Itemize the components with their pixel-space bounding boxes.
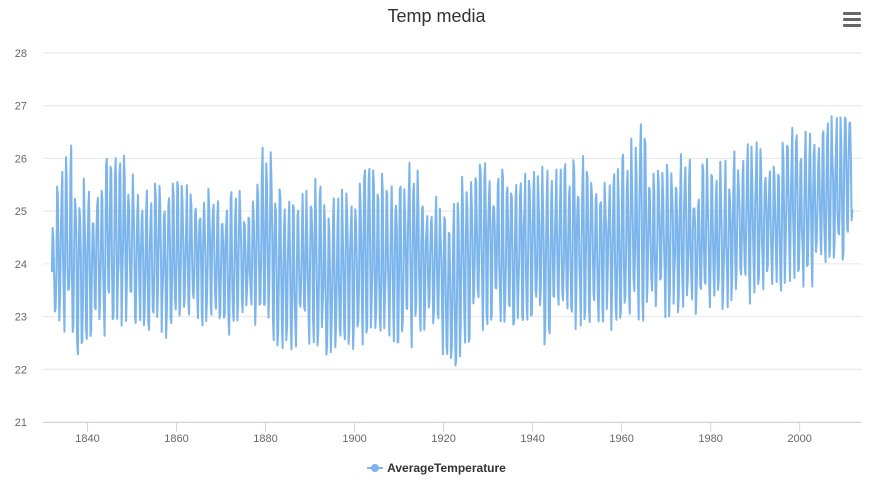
y-tick-label-28: 28 (15, 48, 27, 60)
y-tick-label-22: 22 (15, 364, 27, 376)
legend-marker-icon (367, 463, 384, 473)
legend: AverageTemperature (0, 461, 873, 476)
x-tick-label-1960: 1960 (609, 433, 633, 445)
y-tick-label-27: 27 (15, 101, 27, 113)
x-tick-label-1920: 1920 (431, 433, 455, 445)
y-tick-label-21: 21 (15, 417, 27, 429)
y-tick-label-24: 24 (15, 259, 27, 271)
legend-label: AverageTemperature (387, 461, 506, 475)
x-tick-label-1940: 1940 (520, 433, 544, 445)
x-tick-label-1840: 1840 (75, 433, 99, 445)
x-tick-label-1900: 1900 (342, 433, 366, 445)
y-tick-label-23: 23 (15, 312, 27, 324)
hamburger-menu-icon[interactable] (843, 12, 861, 28)
chart-title: Temp media (387, 6, 486, 26)
x-tick-label-1860: 1860 (164, 433, 188, 445)
x-tick-label-2000: 2000 (787, 433, 811, 445)
x-tick-label-1980: 1980 (698, 433, 722, 445)
y-tick-label-26: 26 (15, 153, 27, 165)
series-line-0[interactable] (50, 115, 854, 367)
x-tick-label-1880: 1880 (253, 433, 277, 445)
y-tick-label-25: 25 (15, 206, 27, 218)
legend-item-series[interactable]: AverageTemperature (367, 461, 506, 475)
